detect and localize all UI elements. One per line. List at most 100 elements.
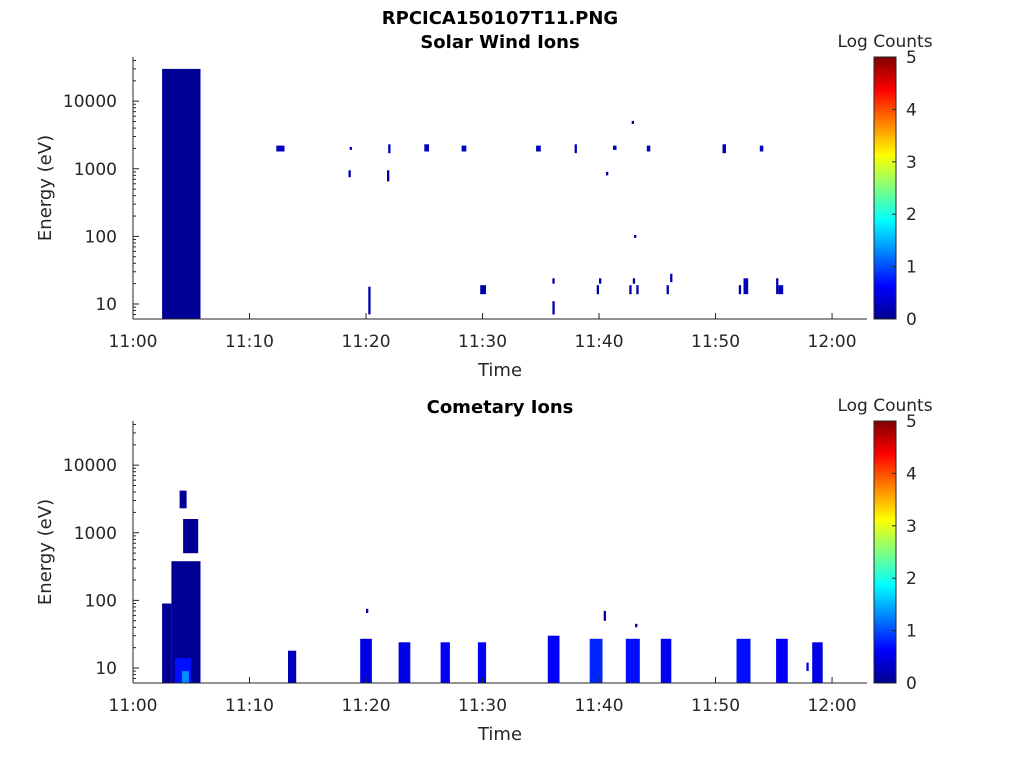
x-tick-label: 11:10 <box>225 696 274 716</box>
heatmap-cell <box>759 145 764 152</box>
colorbar-tick-label: 0 <box>906 310 917 330</box>
heatmap-cell <box>625 638 640 683</box>
x-tick-label: 11:50 <box>691 332 740 352</box>
axes: 11:00 11:10 11:20 11:30 11:40 11:50 12:00 10 100… <box>63 421 867 716</box>
x-axis-label: Time <box>477 360 522 381</box>
heatmap-cell <box>183 519 199 554</box>
x-tick-label: 11:20 <box>342 332 391 352</box>
heatmap-cell <box>722 144 726 154</box>
x-tick-label: 11:00 <box>109 332 158 352</box>
heatmap-cell <box>806 662 809 671</box>
y-tick-label: 100 <box>85 591 117 611</box>
heatmap-cell <box>736 638 751 683</box>
panel-title: Solar Wind Ions <box>420 32 579 53</box>
heatmap-cell <box>398 642 411 683</box>
y-tick-label: 10000 <box>63 456 117 476</box>
y-axis-label: Energy (eV) <box>35 499 56 605</box>
heatmap-cell <box>812 642 823 683</box>
heatmap-cell <box>461 145 467 152</box>
heatmap-cell <box>276 145 285 152</box>
colorbar-tick-label: 4 <box>906 100 917 120</box>
colorbar-label: Log Counts <box>837 396 932 416</box>
cometary-panel: Cometary Ions Log Counts 11:00 11:10 11:20… <box>35 396 933 745</box>
x-tick-label: 11:40 <box>575 696 624 716</box>
panel-title: Cometary Ions <box>427 397 574 418</box>
heatmap-cell <box>162 68 201 320</box>
heatmap-cell <box>635 623 638 628</box>
colorbar-tick-label: 5 <box>906 412 917 432</box>
axes: 11:00 11:10 11:20 11:30 11:40 11:50 12:00 10 100… <box>63 57 867 352</box>
heatmap-cell <box>480 285 486 295</box>
heatmap-cell <box>552 278 555 284</box>
colorbar-tick-label: 1 <box>906 258 917 278</box>
x-tick-label: 11:50 <box>691 696 740 716</box>
x-tick-label: 12:00 <box>808 332 857 352</box>
heatmap-cell <box>660 638 672 683</box>
heatmap-cell <box>631 120 634 124</box>
heatmap-cell <box>743 278 749 295</box>
heatmap-cell <box>368 286 371 315</box>
heatmap-cell <box>589 638 603 683</box>
heatmap-cell <box>536 145 541 152</box>
heatmap-cell <box>387 170 390 182</box>
heatmap-cell <box>348 170 351 178</box>
heatmap-cell <box>776 638 788 683</box>
y-tick-label: 1000 <box>74 160 117 180</box>
x-tick-label: 11:00 <box>109 696 158 716</box>
solar-wind-panel: Solar Wind Ions Log Counts 11:00 11:10 11:… <box>35 32 933 381</box>
heatmap-cell <box>477 642 487 683</box>
colorbar-tick-label: 2 <box>906 569 917 589</box>
heatmap-cell <box>634 235 637 238</box>
x-tick-label: 11:40 <box>575 332 624 352</box>
x-tick-label: 11:30 <box>458 332 507 352</box>
y-tick-label: 10 <box>95 295 117 315</box>
heatmap-layer <box>162 68 784 320</box>
heatmap-cell <box>636 285 639 295</box>
colorbar-label: Log Counts <box>837 32 932 52</box>
colorbar-tick-label: 5 <box>906 48 917 68</box>
y-tick-label: 100 <box>85 227 117 247</box>
heatmap-layer <box>162 490 823 683</box>
heatmap-cell <box>629 285 632 295</box>
heatmap-cell <box>778 285 784 295</box>
x-tick-label: 11:30 <box>458 696 507 716</box>
heatmap-cell <box>776 278 779 295</box>
y-tick-label: 10000 <box>63 92 117 112</box>
colorbar: 0 1 2 3 4 5 <box>873 412 917 694</box>
colorbar: 0 1 2 3 4 5 <box>873 48 917 330</box>
heatmap-cell <box>670 273 673 283</box>
heatmap-cell <box>388 144 391 154</box>
heatmap-cell <box>599 278 602 284</box>
heatmap-cell <box>603 610 606 621</box>
x-tick-label: 12:00 <box>808 696 857 716</box>
x-tick-label: 11:10 <box>225 332 274 352</box>
x-tick-label: 11:20 <box>342 696 391 716</box>
colorbar-tick-label: 1 <box>906 622 917 642</box>
heatmap-cell <box>162 603 172 683</box>
figure-title: RPCICA150107T11.PNG <box>382 8 618 29</box>
heatmap-cell <box>349 147 352 150</box>
heatmap-cell <box>440 642 450 683</box>
heatmap-cell <box>181 671 189 683</box>
colorbar-gradient <box>873 420 897 684</box>
heatmap-cell <box>666 285 669 295</box>
colorbar-tick-label: 0 <box>906 674 917 694</box>
heatmap-cell <box>288 650 297 683</box>
heatmap-cell <box>632 278 636 284</box>
heatmap-cell <box>552 301 555 315</box>
heatmap-cell <box>613 145 617 150</box>
heatmap-cell <box>574 144 577 154</box>
colorbar-gradient <box>873 56 897 320</box>
colorbar-tick-label: 4 <box>906 464 917 484</box>
colorbar-tick-label: 3 <box>906 153 917 173</box>
heatmap-cell <box>366 608 369 613</box>
x-axis-label: Time <box>477 724 522 745</box>
colorbar-tick-label: 3 <box>906 517 917 537</box>
heatmap-cell <box>596 285 599 295</box>
y-axis-label: Energy (eV) <box>35 135 56 241</box>
heatmap-cell <box>179 490 187 509</box>
heatmap-cell <box>547 635 560 683</box>
heatmap-cell <box>738 285 742 295</box>
heatmap-cell <box>360 638 372 683</box>
